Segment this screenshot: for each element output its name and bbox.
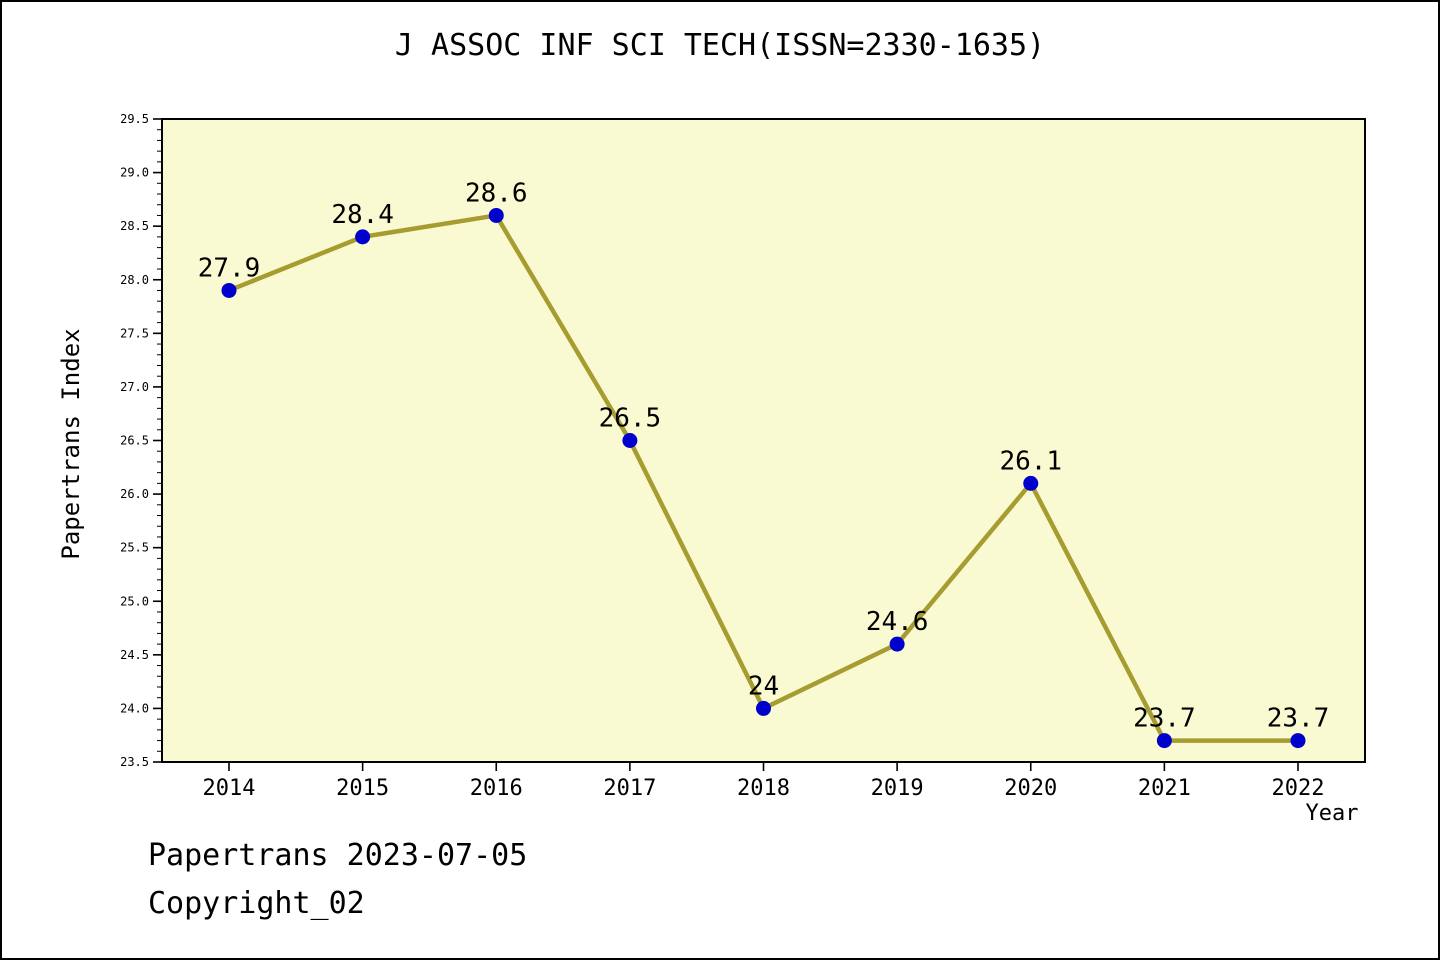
x-tick-label: 2021 <box>1138 776 1191 801</box>
point-label: 24 <box>748 671 779 701</box>
plot-frame <box>161 118 1366 763</box>
y-axis: 23.5 24.0 24.5 25.0 25.5 26.0 26.5 27.0 27.5 28.0… <box>120 112 162 769</box>
y-tick-label: 26.5 <box>120 434 149 448</box>
data-point <box>889 636 905 652</box>
data-points <box>221 207 1306 749</box>
footer-copyright: Copyright_02 <box>148 886 365 921</box>
y-tick-label: 25.0 <box>120 594 149 608</box>
x-tick-label: 2022 <box>1272 776 1325 801</box>
x-tick-label: 2019 <box>871 776 924 801</box>
y-tick-label: 27.0 <box>120 380 149 394</box>
x-tick-label: 2014 <box>203 776 256 801</box>
x-tick-label: 2016 <box>470 776 523 801</box>
data-point <box>756 700 771 716</box>
point-label: 26.5 <box>599 404 662 434</box>
x-axis: 2014 2015 2016 2017 2018 2019 2020 2021 2022 <box>203 762 1325 801</box>
data-point <box>355 229 371 245</box>
data-point <box>1290 733 1306 749</box>
point-label: 27.9 <box>198 253 261 283</box>
y-axis-label: Papertrans Index <box>57 328 85 559</box>
point-label: 23.7 <box>1133 704 1196 734</box>
y-tick-label: 23.5 <box>120 755 149 769</box>
y-tick-label: 24.5 <box>120 648 149 662</box>
data-point <box>221 282 237 298</box>
point-label: 28.4 <box>331 200 394 230</box>
point-label: 24.6 <box>866 607 929 637</box>
x-tick-label: 2017 <box>603 776 656 801</box>
data-point <box>1156 733 1172 749</box>
y-tick-label: 24.0 <box>120 701 149 715</box>
chart-title: J ASSOC INF SCI TECH(ISSN=2330-1635) <box>394 28 1046 63</box>
point-labels: 27.9 28.4 28.6 26.5 24 24.6 26.1 23.7 23.7 <box>198 178 1330 733</box>
y-tick-label: 27.5 <box>120 326 149 340</box>
point-label: 26.1 <box>999 446 1062 476</box>
y-tick-label: 29.0 <box>120 166 149 180</box>
plot-area <box>162 119 1365 762</box>
point-label: 28.6 <box>465 178 528 208</box>
y-tick-label: 29.5 <box>120 112 149 126</box>
y-tick-label: 26.0 <box>120 487 149 501</box>
footer-date: Papertrans 2023-07-05 <box>148 838 528 873</box>
x-tick-label: 2018 <box>737 776 790 801</box>
y-tick-label: 28.0 <box>120 273 149 287</box>
x-axis-label: Year <box>1306 801 1359 826</box>
data-point <box>488 207 504 223</box>
y-tick-label: 28.5 <box>120 219 149 233</box>
data-point <box>1023 475 1039 491</box>
x-tick-label: 2015 <box>336 776 389 801</box>
data-point <box>622 433 638 448</box>
y-tick-label: 25.5 <box>120 541 149 555</box>
x-tick-label: 2020 <box>1004 776 1057 801</box>
point-label: 23.7 <box>1267 704 1330 734</box>
